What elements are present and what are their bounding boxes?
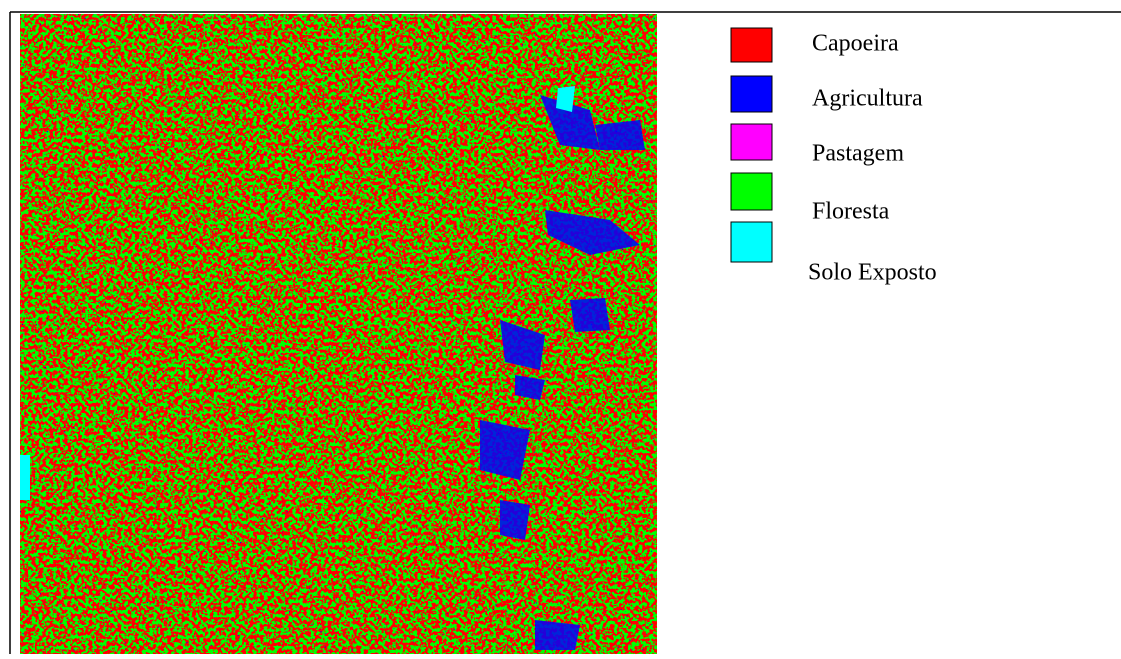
- patch: [20, 455, 30, 500]
- patch: [480, 420, 530, 480]
- patch: [595, 120, 645, 150]
- patch: [500, 320, 545, 370]
- legend-label: Pastagem: [812, 141, 904, 167]
- patch: [570, 298, 610, 332]
- patch: [545, 210, 640, 255]
- legend-label: Floresta: [812, 199, 890, 225]
- classified-map: [20, 14, 657, 654]
- patch: [535, 620, 580, 650]
- patch: [540, 95, 600, 150]
- legend-swatch: [730, 172, 773, 211]
- patch: [556, 86, 575, 112]
- patch: [515, 375, 545, 400]
- bare-soil-patches: [20, 86, 575, 500]
- patch: [500, 500, 530, 540]
- legend-label: Solo Exposto: [808, 260, 937, 286]
- legend-swatch: [730, 75, 773, 113]
- legend-swatch: [730, 27, 773, 63]
- legend-label: Capoeira: [812, 31, 899, 57]
- legend-swatch: [730, 123, 773, 161]
- legend-swatch: [730, 221, 773, 263]
- legend-label: Agricultura: [812, 86, 923, 112]
- legend: Capoeira Agricultura Pastagem Floresta Solo …: [730, 27, 937, 286]
- agriculture-patches: [480, 95, 645, 650]
